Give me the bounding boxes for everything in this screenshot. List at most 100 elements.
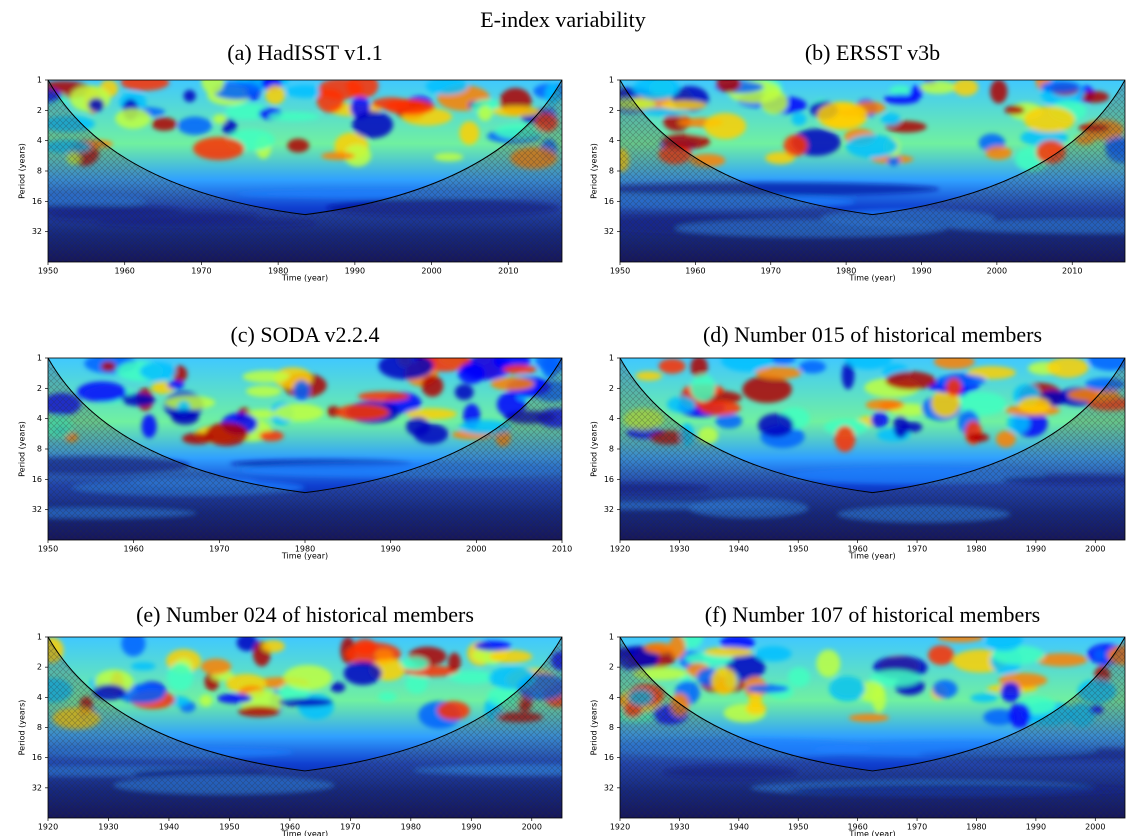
power-blob <box>378 358 434 380</box>
y-tick-label: 16 <box>32 753 42 762</box>
power-blob <box>760 90 788 115</box>
x-tick-label: 2000 <box>1085 823 1105 832</box>
power-blob <box>488 650 533 664</box>
power-blob <box>274 403 324 422</box>
x-tick-label: 1970 <box>340 823 360 832</box>
power-blob <box>242 370 290 383</box>
x-tick-label: 1990 <box>1026 545 1046 554</box>
power-blob <box>330 682 346 693</box>
coi-hatch <box>620 358 1125 540</box>
x-tick-label: 1980 <box>836 267 856 276</box>
coi-hatch <box>620 637 1125 818</box>
x-tick-label: 1920 <box>610 823 630 832</box>
x-tick-label: 1920 <box>610 545 630 554</box>
power-blob <box>765 151 795 165</box>
power-field <box>48 358 562 540</box>
power-blob <box>238 706 281 717</box>
x-tick-label: 1970 <box>907 823 927 832</box>
power-blob <box>834 425 856 452</box>
power-blob <box>663 112 691 132</box>
y-tick-label: 8 <box>609 167 614 176</box>
power-blob <box>217 693 253 704</box>
power-blob <box>115 108 151 129</box>
power-blob <box>954 391 1007 416</box>
x-tick-label: 1960 <box>123 545 143 554</box>
x-axis-label: Time (year) <box>281 274 328 283</box>
power-blob <box>265 85 286 105</box>
power-blob <box>746 684 790 693</box>
power-blob <box>384 98 436 115</box>
x-tick-label: 1960 <box>115 267 135 276</box>
x-tick-label: 2010 <box>1062 267 1082 276</box>
x-tick-label: 1950 <box>610 267 630 276</box>
y-tick-label: 8 <box>37 445 42 454</box>
x-tick-label: 1960 <box>685 267 705 276</box>
power-blob <box>1080 91 1110 103</box>
coi-hatch <box>48 80 562 262</box>
x-tick-label: 1960 <box>280 823 300 832</box>
power-blob <box>1094 649 1107 660</box>
power-blob <box>454 384 474 401</box>
power-blob <box>212 81 262 100</box>
coi-line <box>620 637 1125 772</box>
y-tick-label: 16 <box>604 753 614 762</box>
y-tick-label: 2 <box>37 663 42 672</box>
power-blob <box>406 416 430 437</box>
power-blob <box>983 709 1016 726</box>
power-blob <box>844 358 892 370</box>
power-blob <box>758 413 794 438</box>
power-field <box>48 80 562 262</box>
power-blob <box>666 396 696 413</box>
power-blob <box>755 366 802 380</box>
power-field <box>48 637 562 818</box>
panel-title: (a) HadISST v1.1 <box>227 40 382 65</box>
power-blob <box>193 137 245 161</box>
x-tick-label: 1950 <box>788 545 808 554</box>
power-blob <box>660 100 707 111</box>
x-tick-label: 1970 <box>191 267 211 276</box>
x-tick-label: 1940 <box>729 823 749 832</box>
power-blob <box>690 374 716 402</box>
x-tick-label: 1930 <box>669 545 689 554</box>
coi-line <box>620 358 1125 494</box>
power-blob <box>222 118 237 136</box>
y-tick-label: 16 <box>604 197 614 206</box>
coi-line <box>48 80 562 216</box>
x-tick-label: 1950 <box>38 545 58 554</box>
power-blob <box>680 637 704 649</box>
y-axis-label: Period (years) <box>590 700 599 756</box>
power-blob <box>932 680 958 699</box>
y-tick-label: 32 <box>32 227 42 236</box>
power-blob <box>449 670 496 684</box>
power-blob <box>425 80 469 95</box>
y-tick-label: 32 <box>604 227 614 236</box>
power-blob <box>985 145 1012 160</box>
power-blob <box>1047 358 1089 378</box>
power-blob <box>658 358 686 374</box>
power-blob <box>177 116 212 135</box>
power-blob <box>357 391 410 402</box>
power-blob <box>633 80 680 100</box>
power-blob <box>139 362 177 381</box>
x-tick-label: 1980 <box>966 545 986 554</box>
power-blob <box>933 358 975 370</box>
power-blob <box>900 421 923 433</box>
power-blob <box>788 667 810 688</box>
power-blob <box>171 409 199 425</box>
power-blob <box>791 112 807 126</box>
power-blob <box>799 360 826 374</box>
y-tick-label: 1 <box>609 76 614 85</box>
power-blob <box>246 385 282 397</box>
y-axis-label: Period (years) <box>18 143 27 199</box>
power-blob <box>321 151 355 160</box>
x-tick-label: 2000 <box>1085 545 1105 554</box>
power-blob <box>715 413 743 429</box>
power-blob <box>1023 106 1076 133</box>
power-blob <box>990 80 1008 104</box>
power-blob <box>405 673 428 694</box>
power-blob <box>704 647 754 657</box>
power-blob <box>845 134 898 159</box>
panel: (f) Number 107 of historical members 1 2 4 8… <box>590 602 1126 836</box>
power-blob <box>378 691 397 702</box>
